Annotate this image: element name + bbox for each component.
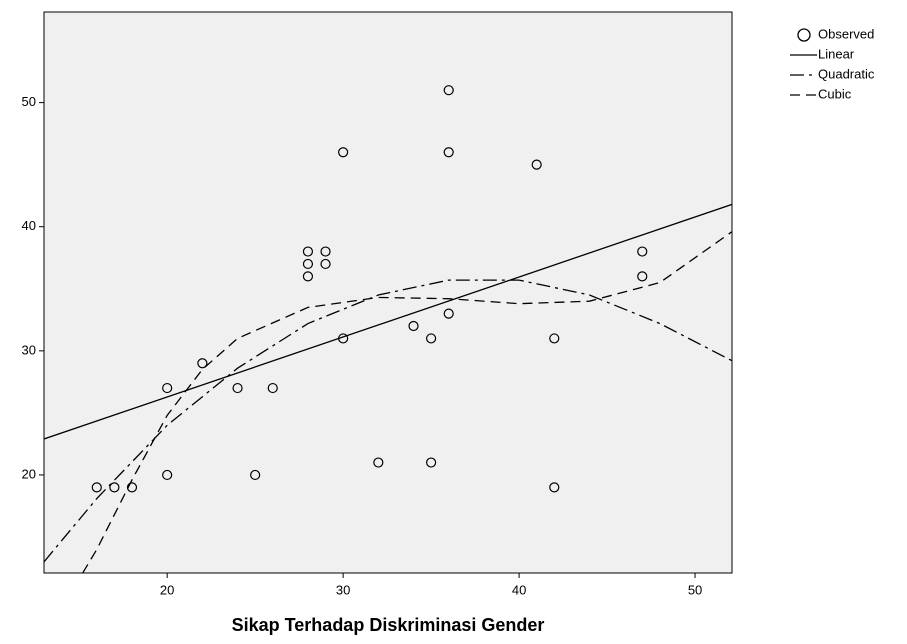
legend-label: Cubic: [818, 86, 852, 101]
legend-label: Linear: [818, 46, 855, 61]
legend-marker: [797, 28, 811, 42]
legend-label: Observed: [818, 26, 874, 41]
data-point: [162, 382, 173, 394]
fit-line: [44, 279, 732, 563]
x-tick-label: 20: [160, 582, 174, 597]
data-point: [338, 147, 349, 158]
legend-label: Quadratic: [818, 66, 875, 81]
data-point: [637, 246, 648, 257]
fit-line: [44, 203, 732, 440]
y-tick-label: 30: [22, 342, 36, 357]
data-point: [162, 469, 173, 481]
data-point: [637, 271, 648, 282]
fit-line: [82, 231, 732, 573]
x-tick-label: 40: [512, 582, 526, 597]
data-point: [426, 457, 437, 468]
y-tick-label: 50: [22, 94, 36, 109]
data-point: [267, 382, 278, 394]
data-point: [302, 258, 314, 270]
x-axis-label: Sikap Terhadap Diskriminasi Gender: [232, 615, 545, 635]
data-point: [549, 482, 560, 493]
data-point: [320, 246, 331, 257]
data-point: [373, 457, 384, 468]
data-point: [443, 308, 454, 319]
data-point: [549, 333, 560, 344]
y-tick-label: 40: [22, 218, 36, 233]
data-point: [443, 147, 454, 158]
data-point: [126, 482, 138, 493]
data-point: [232, 382, 243, 394]
data-point: [250, 469, 261, 481]
data-point: [109, 482, 120, 493]
data-point: [91, 482, 102, 493]
data-point: [531, 159, 542, 170]
data-point: [320, 258, 331, 270]
data-point: [302, 271, 314, 282]
data-point: [197, 358, 208, 369]
x-tick-label: 50: [688, 582, 702, 597]
data-point: [302, 246, 314, 257]
data-point: [443, 85, 454, 96]
data-point: [408, 320, 419, 332]
y-tick-label: 20: [22, 466, 36, 481]
x-tick-label: 30: [336, 582, 350, 597]
data-point: [426, 333, 437, 344]
